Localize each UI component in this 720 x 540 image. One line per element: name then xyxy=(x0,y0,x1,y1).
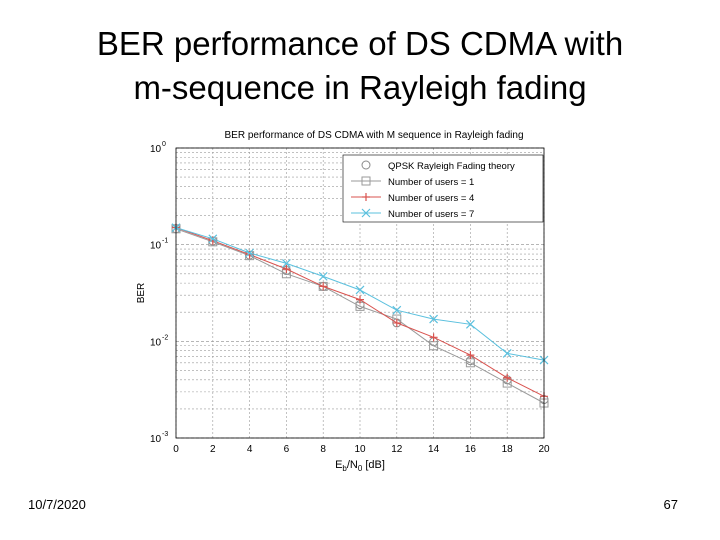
x-tick-label: 14 xyxy=(428,444,440,455)
x-tick-label: 16 xyxy=(465,444,477,455)
series-3-point xyxy=(356,295,364,304)
y-tick-label: 10 xyxy=(150,241,162,252)
x-tick-label: 4 xyxy=(247,444,253,455)
x-tick-label: 18 xyxy=(502,444,514,455)
series-4-point xyxy=(355,285,365,295)
series-4-point xyxy=(281,258,291,268)
legend-marker xyxy=(361,160,371,170)
y-tick-label: 10 xyxy=(150,144,162,155)
x-tick-label: 8 xyxy=(320,444,326,455)
chart-title: BER performance of DS CDMA with M sequen… xyxy=(224,130,523,141)
slide-title-line-2: m-sequence in Rayleigh fading xyxy=(133,69,587,106)
series-4-point xyxy=(245,248,255,258)
y-tick-label: 10 xyxy=(150,337,162,348)
legend-entry: Number of users = 7 xyxy=(388,209,474,220)
series-2-point xyxy=(429,341,439,351)
series-4-point xyxy=(208,234,218,244)
slide-page-number: 67 xyxy=(663,497,678,512)
slide-date: 10/7/2020 xyxy=(28,497,86,512)
series-4-point xyxy=(318,271,328,281)
legend-marker xyxy=(362,193,370,201)
x-tick-label: 2 xyxy=(210,444,216,455)
legend-entry: Number of users = 1 xyxy=(388,177,474,188)
y-tick-exponent: -3 xyxy=(162,431,168,438)
series-3-point xyxy=(503,373,512,382)
y-tick-label: 10 xyxy=(150,434,162,445)
legend-entry: Number of users = 4 xyxy=(388,193,474,204)
series-4-point xyxy=(392,305,402,315)
x-axis-label: Eb/N0 [dB] xyxy=(335,459,385,473)
series-3-point xyxy=(429,333,438,342)
series-4-point xyxy=(502,348,512,358)
series-3-point xyxy=(392,318,401,327)
x-tick-label: 10 xyxy=(354,444,366,455)
series-line-2 xyxy=(175,228,545,404)
y-tick-exponent: -1 xyxy=(162,238,168,245)
series-3-point xyxy=(319,282,328,291)
y-tick-exponent: 0 xyxy=(162,141,166,148)
y-axis-label: BER xyxy=(136,283,147,304)
slide-title: BER performance of DS CDMA with m-sequen… xyxy=(40,22,680,110)
legend-marker xyxy=(361,208,371,218)
series-4-point xyxy=(465,319,475,329)
x-tick-label: 20 xyxy=(538,444,550,455)
x-tick-label: 6 xyxy=(284,444,290,455)
x-tick-label: 0 xyxy=(173,444,179,455)
slide-title-line-1: BER performance of DS CDMA with xyxy=(96,25,624,62)
legend-entry: QPSK Rayleigh Fading theory xyxy=(388,161,515,172)
legend-box xyxy=(342,154,544,223)
series-3-point xyxy=(245,250,254,259)
series-3-point xyxy=(282,265,291,274)
series-4-point xyxy=(429,314,439,324)
legend-marker xyxy=(361,176,371,186)
y-tick-exponent: -2 xyxy=(162,334,168,341)
series-3-point xyxy=(466,351,475,360)
plot-frame xyxy=(175,147,545,439)
x-tick-label: 12 xyxy=(391,444,403,455)
